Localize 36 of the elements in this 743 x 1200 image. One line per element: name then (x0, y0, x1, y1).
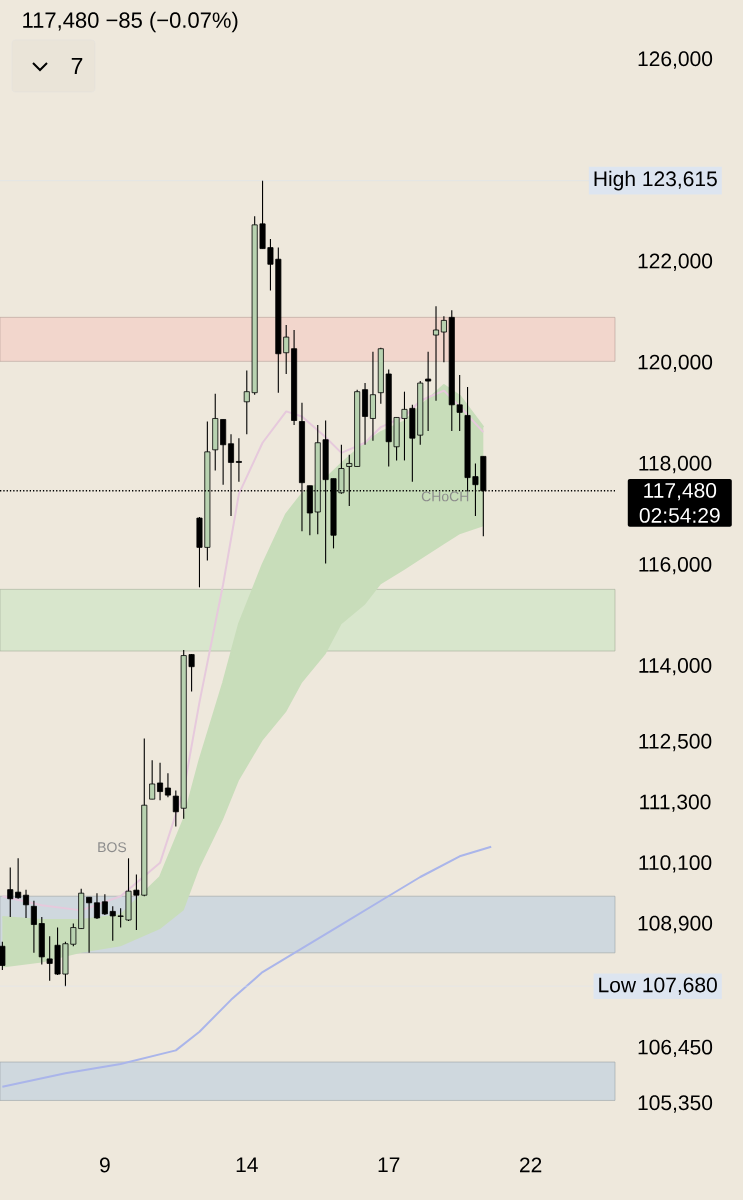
candlestick (433, 305, 440, 402)
y-tick-label: 126,000 (638, 51, 713, 69)
y-tick-label: 105,350 (638, 1095, 713, 1113)
candlestick (369, 351, 376, 442)
candlestick (425, 351, 432, 432)
candlestick (164, 772, 171, 798)
y-tick-label: 116,000 (639, 556, 712, 575)
candlestick (149, 759, 156, 800)
x-tick-label: 14 (236, 1157, 258, 1172)
y-tick-label: 118,000 (639, 455, 712, 474)
candlestick (157, 762, 164, 801)
ref-line-label: Low 107,680 (599, 977, 717, 995)
y-tick-label: 120,000 (638, 354, 713, 373)
ref-line-label: High 123,615 (594, 170, 717, 191)
y-tick-label: 106,450 (638, 1039, 713, 1058)
y-tick-label: 110,100 (639, 855, 712, 873)
y-tick-label: 114,000 (639, 658, 712, 676)
y-tick-label: 108,900 (638, 915, 713, 934)
y-tick-label: 122,000 (638, 253, 713, 271)
x-tick-label: 9 (100, 1157, 110, 1173)
annotation: BOS (98, 842, 127, 853)
x-tick-label: 17 (378, 1157, 400, 1172)
candlestick (0, 941, 6, 971)
annotation: CHoCH (421, 491, 469, 502)
y-tick-label: 112,500 (639, 733, 712, 752)
candlestick (86, 896, 93, 954)
candlestick (235, 437, 242, 483)
y-tick-label: 111,300 (640, 794, 711, 812)
chart-title: 117,480 −85 (−0.07%) (23, 11, 238, 33)
candlestick (93, 892, 100, 920)
ref-line-label: 117,480 02:54:29 (639, 482, 720, 523)
x-tick-label: 22 (520, 1157, 542, 1173)
candlestick (30, 900, 37, 954)
candlestick (440, 315, 447, 363)
annotation: 7 (71, 58, 83, 74)
candlestick (23, 889, 30, 919)
